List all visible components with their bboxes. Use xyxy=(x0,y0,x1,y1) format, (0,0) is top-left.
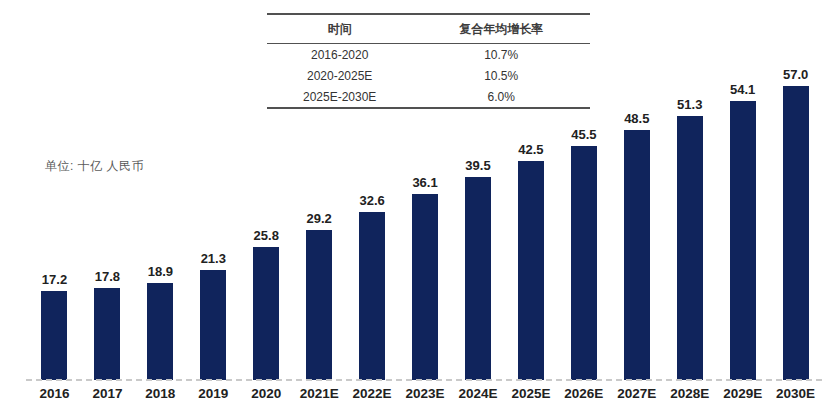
bar-column: 17.8 xyxy=(81,269,134,380)
bar xyxy=(783,86,809,380)
bar-column: 36.1 xyxy=(399,175,452,380)
bar xyxy=(624,130,650,380)
x-axis-label: 2022E xyxy=(346,386,399,401)
bar-column: 54.1 xyxy=(716,82,769,380)
x-axis-label: 2027E xyxy=(610,386,663,401)
x-axis-baseline xyxy=(26,379,822,381)
bar xyxy=(518,161,544,380)
bar-column: 21.3 xyxy=(187,251,240,380)
bar-column: 51.3 xyxy=(663,97,716,380)
x-axis-label: 2018 xyxy=(134,386,187,401)
x-axis-label: 2028E xyxy=(663,386,716,401)
bar xyxy=(94,288,120,380)
bar xyxy=(200,270,226,380)
bar xyxy=(412,194,438,380)
bar xyxy=(306,230,332,380)
bar-column: 57.0 xyxy=(769,67,822,380)
bar xyxy=(677,116,703,380)
bar xyxy=(571,146,597,380)
bar-column: 32.6 xyxy=(346,193,399,380)
bar-value-label: 29.2 xyxy=(307,211,332,226)
x-axis-label: 2024E xyxy=(452,386,505,401)
bar xyxy=(41,291,67,380)
x-axis-label: 2023E xyxy=(399,386,452,401)
x-axis-label: 2017 xyxy=(81,386,134,401)
chart-canvas: 时间 复合年均增长率 2016-2020 10.7% 2020-2025E 10… xyxy=(0,0,830,415)
x-axis-labels: 201620172018201920202021E2022E2023E2024E… xyxy=(28,386,822,401)
bar-value-label: 51.3 xyxy=(677,97,702,112)
bar-column: 17.2 xyxy=(28,272,81,380)
x-axis-label: 2026E xyxy=(557,386,610,401)
bar-value-label: 17.8 xyxy=(95,269,120,284)
x-axis-label: 2030E xyxy=(769,386,822,401)
bar xyxy=(465,177,491,380)
bar-value-label: 25.8 xyxy=(254,228,279,243)
bar-value-label: 39.5 xyxy=(465,158,490,173)
bar-value-label: 57.0 xyxy=(783,67,808,82)
bar-value-label: 45.5 xyxy=(571,127,596,142)
bar-value-label: 48.5 xyxy=(624,111,649,126)
bar-value-label: 36.1 xyxy=(412,175,437,190)
x-axis-label: 2029E xyxy=(716,386,769,401)
bar-column: 39.5 xyxy=(452,158,505,380)
x-axis-label: 2020 xyxy=(240,386,293,401)
bar-value-label: 32.6 xyxy=(359,193,384,208)
bar xyxy=(253,247,279,380)
bar-value-label: 21.3 xyxy=(201,251,226,266)
x-axis-label: 2016 xyxy=(28,386,81,401)
bar-column: 42.5 xyxy=(504,142,557,380)
bar xyxy=(147,283,173,380)
bar-column: 48.5 xyxy=(610,111,663,380)
bar-column: 45.5 xyxy=(557,127,610,380)
bar-column: 18.9 xyxy=(134,264,187,380)
bar xyxy=(730,101,756,380)
bar-value-label: 42.5 xyxy=(518,142,543,157)
x-axis-label: 2025E xyxy=(504,386,557,401)
bar-value-label: 18.9 xyxy=(148,264,173,279)
bar xyxy=(359,212,385,380)
x-axis-label: 2019 xyxy=(187,386,240,401)
bar-column: 29.2 xyxy=(293,211,346,380)
bar-column: 25.8 xyxy=(240,228,293,380)
plot-area: 17.2 17.8 18.9 21.3 25.8 29.2 32.6 36.1 39.5 42.5… xyxy=(28,0,822,380)
bar-value-label: 17.2 xyxy=(42,272,67,287)
x-axis-label: 2021E xyxy=(293,386,346,401)
bar-value-label: 54.1 xyxy=(730,82,755,97)
